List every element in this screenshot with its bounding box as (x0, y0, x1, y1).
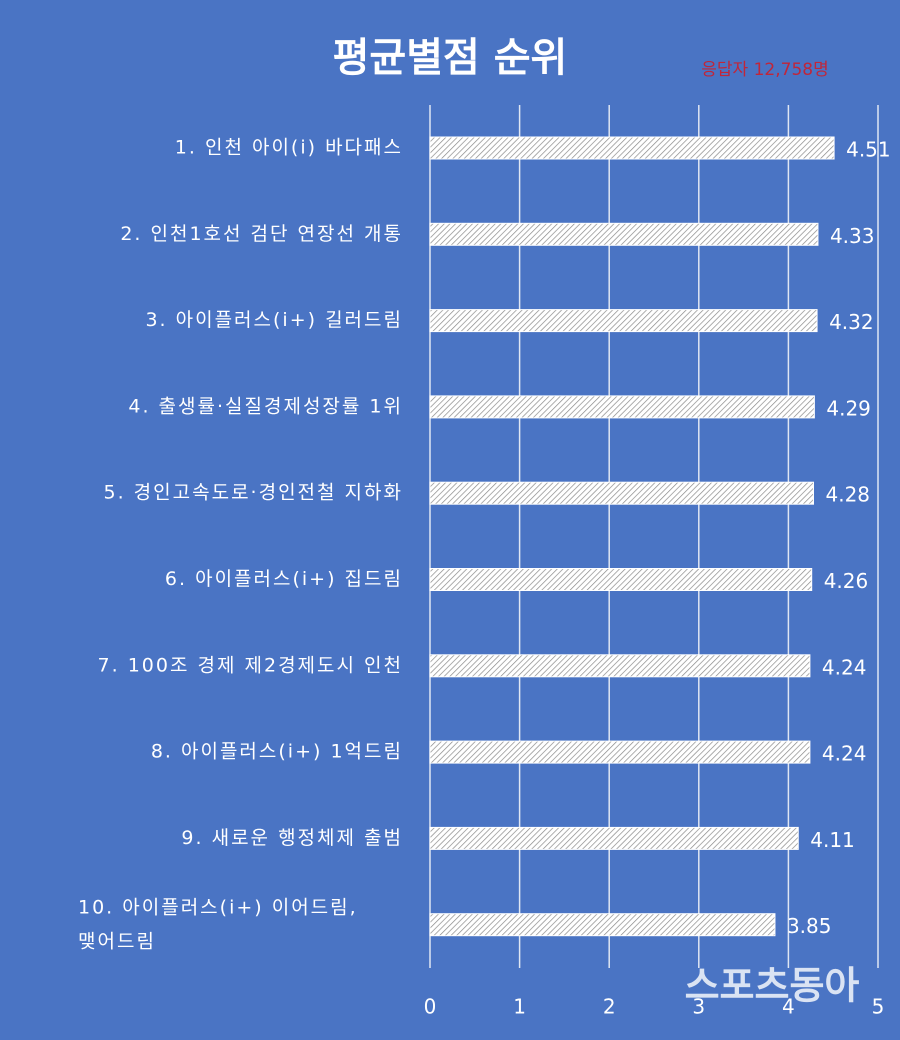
value-label: 4.24 (822, 742, 867, 766)
chart-subtitle: 응답자 12,758명 (701, 60, 828, 80)
value-label: 4.24 (822, 655, 867, 679)
value-label: 4.51 (846, 138, 891, 162)
value-label: 4.32 (829, 310, 874, 334)
x-tick-label: 0 (424, 995, 437, 1019)
value-label: 4.11 (810, 828, 855, 852)
y-tick-label: 9. 새로운 행정체제 출범 (181, 827, 403, 849)
bar (429, 309, 818, 333)
y-tick-label: 2. 인천1호선 검단 연장선 개통 (120, 223, 403, 245)
value-label: 4.29 (826, 396, 871, 420)
chart-title: 평균별점 순위 (333, 35, 568, 81)
value-label: 4.26 (824, 569, 869, 593)
x-tick-label: 3 (692, 995, 705, 1019)
y-tick-label: 5. 경인고속도로·경인전철 지하화 (104, 482, 404, 504)
bar (429, 481, 814, 505)
y-tick-label: 4. 출생률·실질경제성장률 1위 (128, 395, 403, 417)
x-tick-label: 2 (603, 995, 616, 1019)
value-label: 4.33 (830, 224, 875, 248)
bar (429, 740, 811, 764)
bar (429, 395, 815, 419)
y-tick-label: 10. 아이플러스(i+) 이어드림, 맺어드림 (78, 896, 358, 952)
y-tick-label: 6. 아이플러스(i+) 집드림 (165, 568, 403, 590)
watermark: 스포츠동아 (685, 964, 860, 1008)
value-label: 4.28 (825, 483, 870, 507)
bar (429, 826, 799, 850)
x-tick-label: 1 (513, 995, 526, 1019)
bar (429, 136, 835, 160)
y-tick-label: 8. 아이플러스(i+) 1억드림 (151, 741, 403, 763)
bar (429, 222, 819, 246)
x-tick-label: 5 (872, 995, 885, 1019)
bar (429, 568, 813, 591)
bar (429, 654, 811, 678)
value-label: 3.85 (787, 914, 832, 938)
y-tick-label: 3. 아이플러스(i+) 길러드림 (145, 309, 403, 331)
x-tick-label: 4 (782, 995, 795, 1019)
bar (429, 913, 776, 937)
y-tick-label: 7. 100조 경제 제2경제도시 인천 (98, 654, 403, 676)
y-tick-label: 1. 인천 아이(i) 바다패스 (175, 137, 403, 159)
